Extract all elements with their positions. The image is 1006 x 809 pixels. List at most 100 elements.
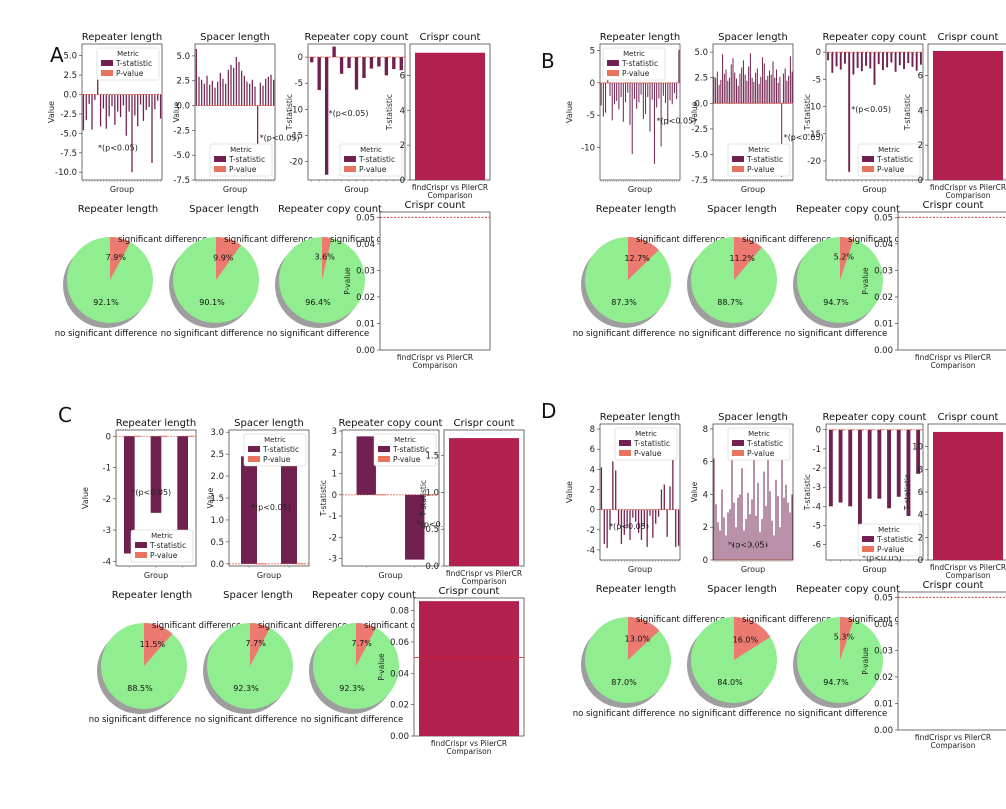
bar-t-statistic [405, 494, 425, 560]
y-tick-label: -2 [103, 495, 111, 505]
y-tick-label: 2.5 [694, 74, 708, 84]
bar-t-statistic [756, 68, 758, 104]
pie-label-no-significant: no significant difference [679, 329, 782, 339]
bar-p-value [892, 51, 894, 53]
pie-slice-significant [110, 237, 131, 280]
y-tick-label: 6 [400, 71, 405, 81]
bar-t-statistic [148, 94, 150, 107]
bar-t-statistic [719, 530, 721, 560]
bar-t-statistic [844, 52, 846, 64]
x-axis-label: Comparison [413, 361, 458, 370]
bar-p-value [135, 94, 137, 96]
bar-p-value [266, 105, 268, 107]
pie-chart-rl: Repeater length 13.0% 87.0% significant dif… [573, 584, 726, 719]
y-tick-label: 0.00 [390, 732, 409, 742]
pie-chart-sl: Spacer length 16.0% 84.0% significant diffe… [679, 584, 832, 719]
bar-p-value [95, 94, 97, 96]
tstat-chart-sl: Spacer length 0.0 0.5 1.0 1.5 2.0 2.5 3.0 Group *… [206, 418, 310, 580]
bar-t-statistic [786, 80, 788, 104]
bar-p-value [646, 82, 648, 84]
pie-slice-significant [144, 623, 173, 666]
bar-t-statistic [108, 94, 110, 117]
bar-p-value [372, 56, 375, 58]
bar-p-value [724, 102, 726, 104]
bar-p-value [730, 559, 732, 561]
bar-p-value [722, 559, 724, 561]
legend-title: Metric [360, 146, 382, 154]
y-tick-label: -4 [103, 557, 111, 567]
y-tick-label: 2 [590, 485, 595, 495]
bar-p-value [754, 102, 756, 104]
y-axis-label: Value [172, 101, 181, 122]
y-tick-label: 1 [332, 470, 337, 480]
bar-p-value [313, 56, 316, 58]
y-tick-label: -15 [807, 130, 821, 140]
legend-title: Metric [878, 146, 900, 154]
y-tick-label: -20 [289, 158, 303, 168]
plot-area [379, 211, 491, 351]
bar-t-statistic [629, 509, 631, 540]
bar-p-value [866, 51, 869, 53]
bar-p-value [900, 429, 903, 431]
bar-t-statistic [609, 82, 611, 96]
x-tick-label: findCrispr vs PilerCR [397, 353, 473, 362]
bar-t-statistic [262, 85, 264, 106]
bar-t-statistic [324, 57, 329, 175]
bar-p-value [789, 102, 791, 104]
tstat-chart-rc: Repeater copy count0-5-10-15-20Group*(p<… [285, 32, 409, 194]
y-tick-label: -5 [587, 111, 595, 121]
bar-p-value [115, 94, 117, 96]
legend-label-t: T-statistic [115, 59, 152, 68]
bar-t-statistic [753, 455, 755, 560]
bar-p-value [747, 102, 749, 104]
bar-t-statistic [114, 94, 116, 125]
x-axis-label: Comparison [946, 571, 991, 580]
pie-label-significant: significant difference [152, 621, 241, 631]
bar-t-statistic [246, 81, 248, 106]
legend-swatch-p [732, 450, 744, 456]
bar-p-value [734, 559, 736, 561]
bar-p-value [335, 56, 338, 58]
y-tick-label: -4 [813, 502, 821, 512]
bar-p-value [679, 509, 681, 511]
y-axis-label: Value [690, 101, 699, 122]
x-tick-label: findCrispr vs PilerCR [412, 183, 488, 192]
y-tick-label: 0 [918, 176, 923, 186]
bar-t-statistic [852, 52, 855, 75]
bar-p-value [613, 509, 615, 511]
bar-p-value [84, 94, 86, 96]
bar-t-statistic [919, 52, 922, 65]
y-axis-label: P-value [377, 653, 386, 681]
bar-t-statistic [881, 52, 884, 71]
bar-p-value [792, 102, 794, 104]
bar-t-statistic [894, 52, 897, 72]
bar-p-value [252, 105, 254, 107]
bar-p-value [92, 94, 94, 96]
bar-t-statistic [369, 57, 374, 69]
bar-p-value [750, 102, 752, 104]
bar-p-value [374, 494, 387, 496]
y-tick-label: -7.5 [173, 176, 190, 186]
bar-t-statistic [775, 69, 777, 104]
bar-t-statistic [741, 67, 743, 104]
y-tick-label: -5.0 [691, 150, 708, 160]
bar-p-value [828, 51, 831, 53]
y-tick-label: 1.0 [210, 516, 224, 526]
pie-chart-sl: Spacer length 9.9% 90.1% significant differ… [161, 204, 314, 339]
bar-p-value [633, 509, 635, 511]
legend-swatch-t [862, 536, 874, 542]
pie-pct-no-significant: 94.7% [823, 298, 849, 307]
bar-p-value [909, 51, 911, 53]
legend-label-t: T-statistic [262, 445, 299, 454]
y-tick-label: 2 [703, 523, 708, 533]
bar-p-value [761, 102, 763, 104]
bar-p-value [668, 82, 670, 84]
bar-crispr-count [933, 431, 1003, 560]
pie-label-no-significant: no significant difference [55, 329, 158, 339]
bar-t-statistic [718, 84, 720, 104]
bar-p-value [239, 105, 241, 107]
bar-t-statistic [663, 484, 665, 510]
bar-t-statistic [775, 479, 777, 560]
bar-t-statistic [99, 94, 102, 127]
bar-p-value [756, 559, 758, 561]
